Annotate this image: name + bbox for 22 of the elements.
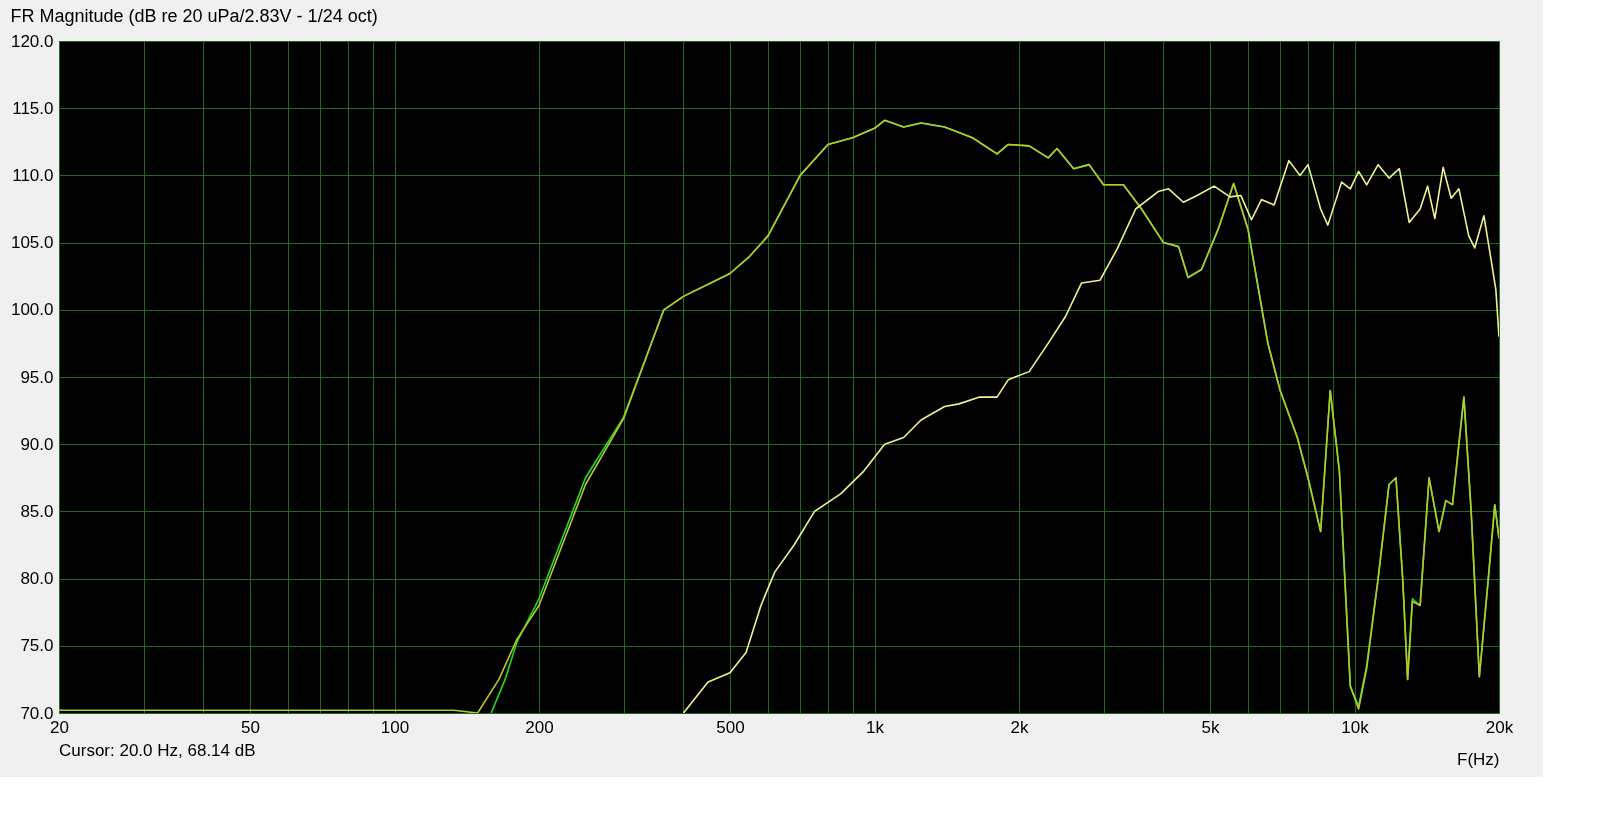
text: Cursor: 20.0 Hz, 68.14 dB [59, 741, 256, 760]
x-tick-label: 1k [866, 717, 885, 737]
x-tick-label: 100 [380, 717, 410, 737]
y-tick-label: 100.0 [10, 300, 54, 320]
y-tick-label: 115.0 [12, 98, 54, 118]
x-tick-label: 2k [1010, 717, 1029, 737]
x-tick-label: 500 [716, 717, 745, 737]
x-tick-label: 50 [241, 717, 260, 737]
y-tick-label: 120.0 [10, 31, 54, 51]
y-tick-label: 75.0 [20, 636, 54, 656]
x-tick-label: 5k [1201, 717, 1220, 737]
y-tick-label: 80.0 [20, 569, 54, 589]
y-tick-label: 110.0 [12, 165, 54, 185]
chart-title: FR Magnitude (dB re 20 uPa/2.83V - 1/24 oct) [10, 6, 378, 26]
y-tick-label: 90.0 [20, 434, 54, 454]
x-tick-label: 200 [525, 717, 554, 737]
y-tick-label: 105.0 [10, 233, 54, 253]
x-tick-label: 20k [1485, 717, 1514, 737]
y-tick-label: 95.0 [20, 367, 54, 387]
x-axis-title: F(Hz) [1457, 749, 1500, 769]
y-tick-label: 85.0 [20, 501, 54, 521]
x-tick-label: 10k [1341, 717, 1370, 737]
